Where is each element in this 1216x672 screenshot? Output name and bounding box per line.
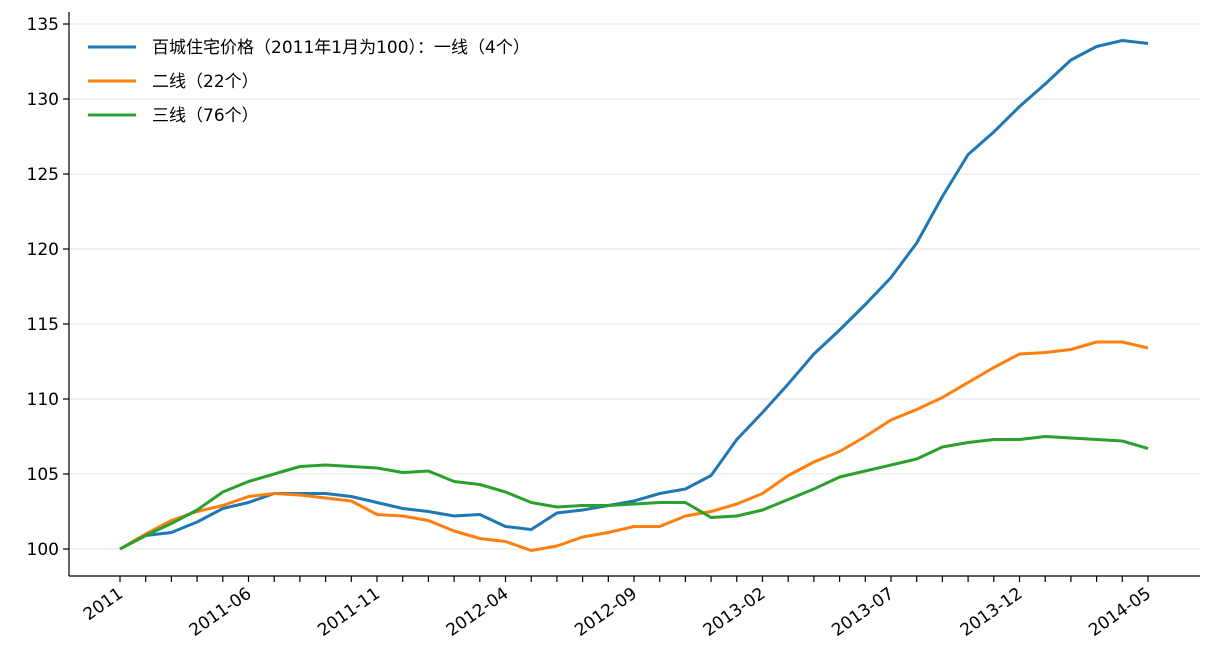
x-tick-label: 2012-09 (571, 584, 641, 641)
x-tick-label: 2011 (80, 584, 127, 625)
x-tick-label: 2013-12 (957, 584, 1027, 641)
x-tick-label: 2011-11 (314, 584, 384, 641)
x-tick-label: 2014-05 (1085, 584, 1155, 641)
x-tick-label: 2013-02 (700, 584, 770, 641)
x-tick-label: 2012-04 (443, 584, 513, 641)
series-line (119, 435, 1149, 551)
y-tick-label: 110 (27, 390, 59, 410)
legend-label: 百城住宅价格（2011年1月为100）：一线（4个） (152, 38, 530, 58)
y-tick-label: 120 (27, 240, 59, 260)
y-tick-label: 125 (27, 165, 59, 185)
x-tick-label: 2013-07 (828, 584, 898, 641)
y-tick-label: 135 (27, 15, 59, 35)
x-tick-label: 2011-06 (186, 584, 256, 641)
y-tick-label: 115 (27, 315, 59, 335)
series-line (119, 340, 1149, 552)
legend-label: 三线（76个） (152, 106, 259, 126)
y-tick-label: 100 (27, 540, 59, 560)
y-tick-label: 105 (27, 465, 59, 485)
legend-label: 二线（22个） (152, 72, 259, 92)
y-tick-label: 130 (27, 90, 59, 110)
